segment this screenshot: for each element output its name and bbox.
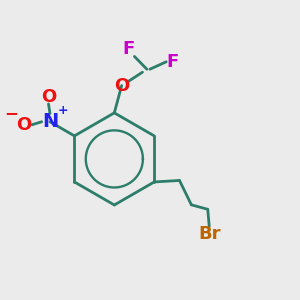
Text: +: + (58, 104, 69, 117)
Text: O: O (41, 88, 56, 106)
Text: −: − (4, 104, 18, 122)
Text: F: F (122, 40, 135, 58)
Text: O: O (16, 116, 32, 134)
Text: O: O (114, 76, 129, 94)
Text: Br: Br (198, 225, 220, 243)
Text: F: F (166, 53, 178, 71)
Text: N: N (42, 112, 58, 131)
